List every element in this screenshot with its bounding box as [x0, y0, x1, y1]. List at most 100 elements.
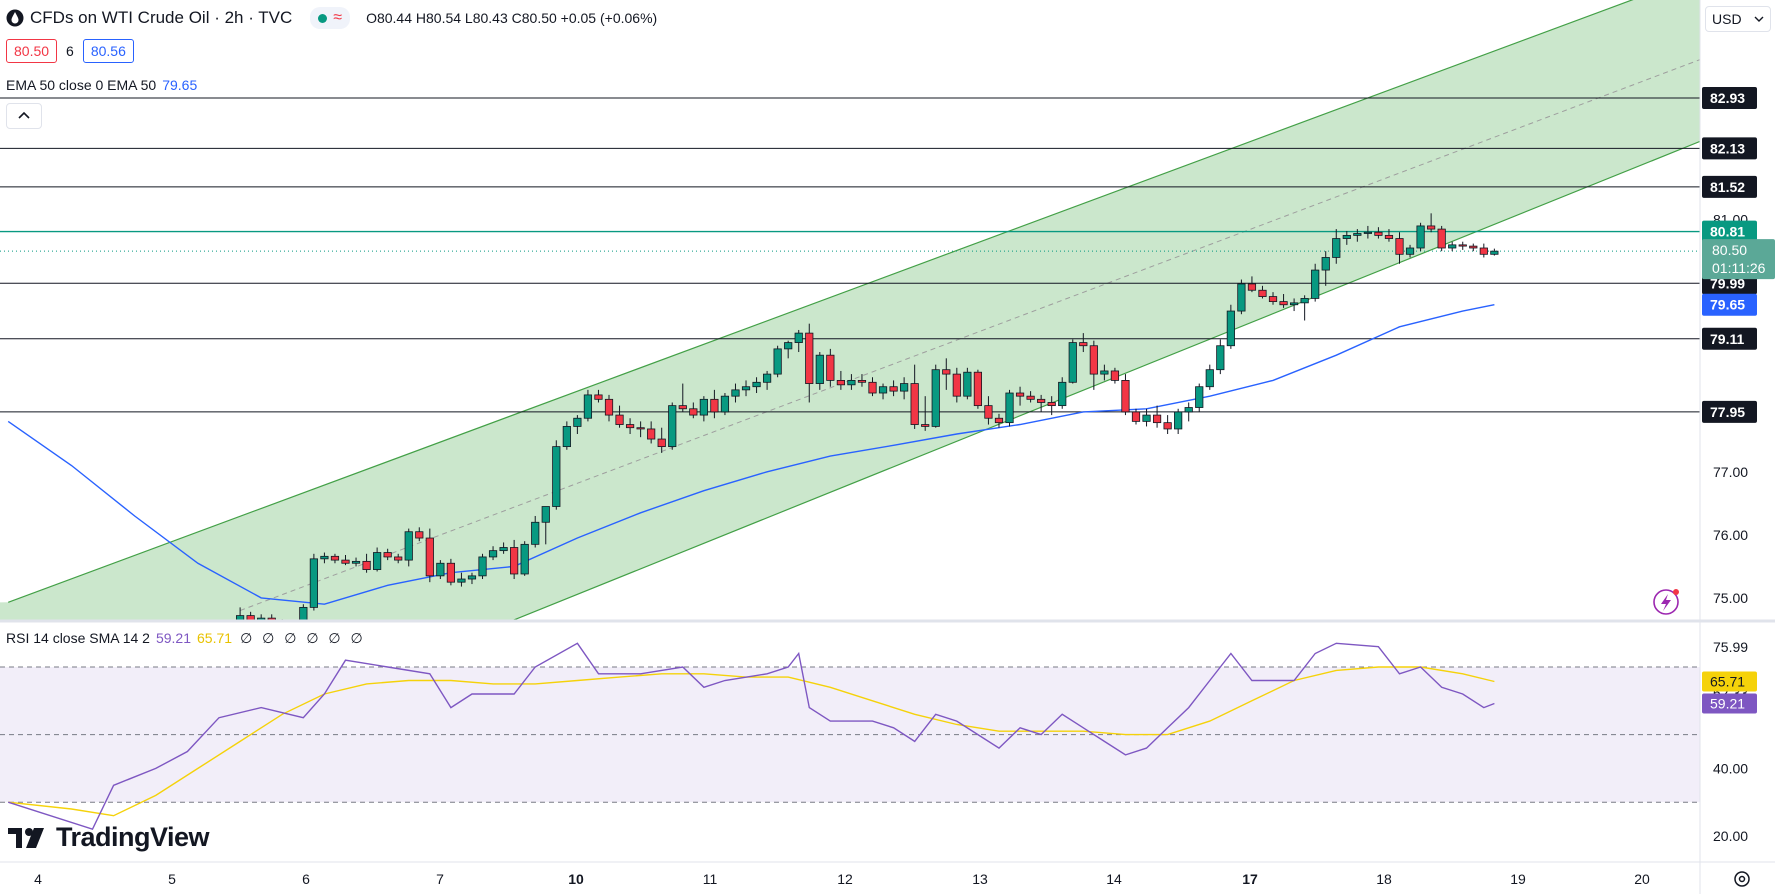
candle[interactable]	[436, 560, 445, 580]
candle[interactable]	[510, 539, 519, 580]
candle[interactable]	[1268, 292, 1278, 305]
candle[interactable]	[720, 393, 730, 416]
candle[interactable]	[889, 380, 898, 397]
candle[interactable]	[1416, 222, 1425, 252]
candle[interactable]	[773, 345, 782, 378]
candle[interactable]	[604, 394, 614, 422]
candle[interactable]	[647, 421, 656, 444]
candle[interactable]	[362, 553, 371, 573]
buy-price-button[interactable]: 80.56	[82, 39, 134, 63]
candle[interactable]	[1026, 391, 1035, 403]
candle[interactable]	[520, 541, 529, 576]
candle[interactable]	[878, 383, 888, 400]
candle[interactable]	[488, 546, 498, 561]
lightning-icon[interactable]	[1653, 589, 1679, 615]
candle[interactable]	[1205, 364, 1214, 390]
candle[interactable]	[1037, 394, 1046, 412]
rsi-legend[interactable]: RSI 14 close SMA 14 2 59.21 65.71 ∅ ∅ ∅ ∅ ∅…	[6, 630, 366, 647]
candle[interactable]	[1163, 415, 1172, 434]
candle[interactable]	[963, 367, 972, 400]
candle[interactable]	[235, 607, 245, 626]
rsi-line[interactable]	[7, 642, 1495, 831]
price-pane[interactable]	[0, 0, 1700, 652]
candle[interactable]	[257, 614, 266, 629]
sell-price-button[interactable]: 80.50	[6, 39, 58, 63]
candle[interactable]	[552, 440, 561, 510]
candle[interactable]	[857, 374, 867, 387]
candle[interactable]	[478, 553, 487, 580]
candle[interactable]	[1437, 225, 1446, 252]
ema-legend[interactable]: EMA 50 close 0 EMA 50 79.65	[6, 77, 197, 93]
candle[interactable]	[1216, 339, 1225, 375]
candle[interactable]	[868, 377, 877, 397]
candle[interactable]	[1469, 243, 1478, 252]
candle[interactable]	[541, 506, 550, 545]
candle[interactable]	[668, 402, 677, 450]
candle[interactable]	[341, 555, 350, 566]
candle[interactable]	[1089, 340, 1098, 390]
candle[interactable]	[689, 402, 698, 419]
candle[interactable]	[1395, 232, 1404, 264]
candle[interactable]	[1110, 367, 1120, 384]
candle[interactable]	[1290, 298, 1299, 312]
ema-line[interactable]	[7, 304, 1495, 605]
candle[interactable]	[1405, 244, 1415, 258]
candle[interactable]	[984, 396, 993, 425]
currency-selector[interactable]: USD	[1705, 6, 1771, 32]
candle[interactable]	[267, 614, 276, 625]
candle[interactable]	[1458, 241, 1467, 250]
candle[interactable]	[784, 340, 793, 359]
candle[interactable]	[1332, 229, 1341, 264]
candle[interactable]	[373, 547, 382, 572]
candle[interactable]	[1258, 285, 1267, 299]
candle[interactable]	[826, 348, 835, 387]
candle[interactable]	[415, 527, 424, 542]
candle[interactable]	[710, 389, 719, 419]
candle[interactable]	[1321, 251, 1330, 286]
candle[interactable]	[1068, 339, 1077, 384]
candle[interactable]	[815, 352, 824, 390]
candle[interactable]	[994, 413, 1004, 428]
symbol-title[interactable]: CFDs on WTI Crude Oil · 2h · TVC	[30, 8, 293, 27]
channel-upper-line[interactable]	[8, 0, 1700, 603]
candle[interactable]	[636, 421, 645, 438]
candle[interactable]	[383, 548, 392, 561]
candle[interactable]	[1448, 241, 1457, 252]
candle[interactable]	[847, 374, 856, 390]
candle[interactable]	[921, 396, 930, 431]
candle[interactable]	[910, 364, 919, 429]
candle[interactable]	[699, 396, 708, 422]
candle[interactable]	[1353, 229, 1362, 242]
candle[interactable]	[900, 377, 909, 400]
collapse-legend-button[interactable]	[6, 103, 42, 129]
candle[interactable]	[931, 364, 940, 428]
candle[interactable]	[1237, 279, 1246, 315]
candle[interactable]	[678, 383, 687, 412]
candle[interactable]	[499, 542, 508, 554]
rsi-pane[interactable]	[0, 642, 1700, 831]
candle[interactable]	[330, 553, 340, 564]
channel-lower-line[interactable]	[483, 140, 1700, 632]
candle[interactable]	[741, 380, 751, 397]
candle[interactable]	[1121, 374, 1130, 416]
market-status-pill[interactable]: ≈	[310, 7, 351, 29]
candle[interactable]	[942, 358, 951, 390]
candle[interactable]	[625, 418, 635, 434]
tradingview-logo[interactable]: TradingView	[8, 822, 210, 853]
candle[interactable]	[394, 553, 403, 564]
candle[interactable]	[973, 369, 983, 409]
candle[interactable]	[1311, 263, 1320, 302]
candle[interactable]	[794, 329, 803, 353]
candle[interactable]	[1300, 295, 1309, 321]
candle[interactable]	[1479, 243, 1488, 258]
candle[interactable]	[446, 558, 456, 586]
candle[interactable]	[1131, 408, 1141, 425]
candle[interactable]	[1374, 227, 1383, 239]
candle[interactable]	[805, 323, 814, 403]
candle[interactable]	[562, 421, 571, 450]
candle[interactable]	[1174, 408, 1183, 434]
candle[interactable]	[1279, 294, 1288, 308]
candle[interactable]	[752, 377, 761, 394]
rsi-sma-line[interactable]	[8, 666, 1495, 817]
